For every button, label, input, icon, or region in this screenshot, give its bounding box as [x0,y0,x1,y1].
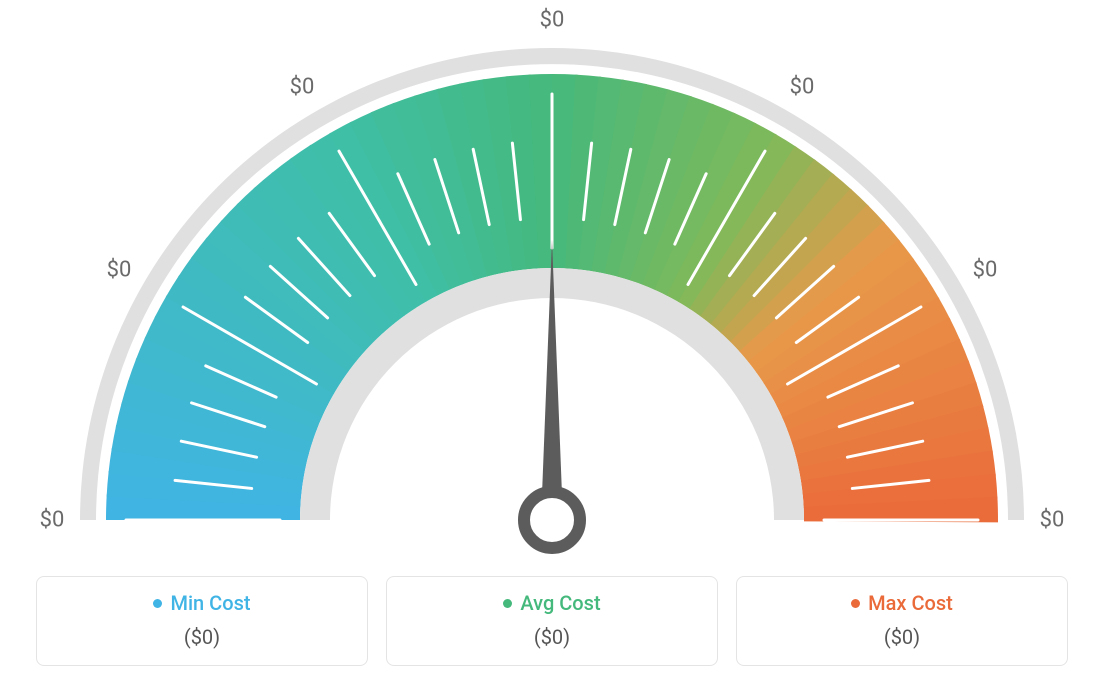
gauge-tick-label: $0 [540,8,565,33]
legend-title-min: Min Cost [153,591,250,615]
legend-title-max: Max Cost [851,591,953,615]
legend-card-avg: Avg Cost ($0) [386,576,718,666]
gauge-tick-label: $0 [290,74,315,99]
gauge-tick-label: $0 [973,258,998,283]
gauge-svg [0,0,1104,560]
legend-value-avg: ($0) [397,625,707,649]
legend-dot-avg [503,599,512,608]
legend-label-min: Min Cost [170,591,250,615]
legend-dot-max [851,599,860,608]
gauge-tick-label: $0 [1040,508,1065,533]
legend-value-max: ($0) [747,625,1057,649]
legend-row: Min Cost ($0) Avg Cost ($0) Max Cost ($0… [36,576,1068,666]
legend-title-avg: Avg Cost [503,591,600,615]
legend-label-avg: Avg Cost [520,591,600,615]
legend-card-min: Min Cost ($0) [36,576,368,666]
cost-gauge-container: $0 $0 $0 $0 $0 $0 $0 Min Cost ($0) Avg Cost ($… [0,0,1104,690]
legend-value-min: ($0) [47,625,357,649]
legend-card-max: Max Cost ($0) [736,576,1068,666]
gauge-tick-label: $0 [40,508,65,533]
gauge-chart: $0 $0 $0 $0 $0 $0 $0 [0,0,1104,560]
gauge-tick-label: $0 [790,74,815,99]
legend-dot-min [153,599,162,608]
gauge-tick-label: $0 [107,258,132,283]
legend-label-max: Max Cost [868,591,953,615]
